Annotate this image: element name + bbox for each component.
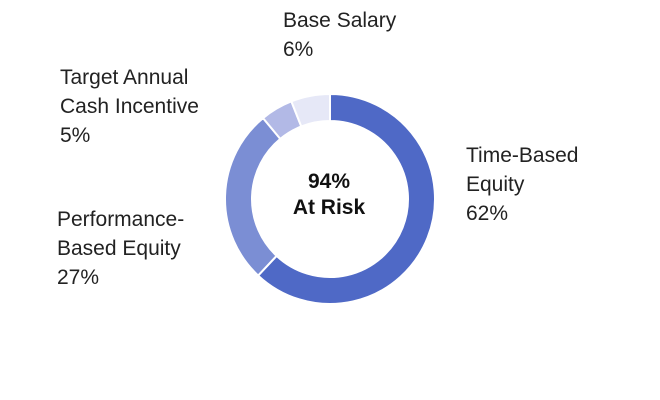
slice-base-salary xyxy=(290,92,331,128)
label-base-salary-value: 6% xyxy=(283,38,313,61)
label-target-annual-cash-incentive-value: 5% xyxy=(60,124,90,147)
label-target-annual-cash-incentive-line2: Cash Incentive xyxy=(60,95,199,118)
center-caption: At Risk xyxy=(293,196,366,219)
label-base-salary-line1: Base Salary xyxy=(283,9,397,32)
center-percentage: 94% xyxy=(308,170,350,193)
slice-time-based-equity xyxy=(256,92,436,305)
label-performance-based-equity-line2: Based Equity xyxy=(57,237,181,260)
label-performance-based-equity: Performance- Based Equity 27% xyxy=(57,208,184,289)
label-target-annual-cash-incentive: Target Annual Cash Incentive 5% xyxy=(60,66,199,147)
label-time-based-equity-value: 62% xyxy=(466,202,508,225)
label-time-based-equity-line1: Time-Based xyxy=(466,144,578,167)
slice-performance-based-equity xyxy=(224,116,282,277)
label-time-based-equity: Time-Based Equity 62% xyxy=(466,144,578,225)
label-performance-based-equity-line1: Performance- xyxy=(57,208,184,231)
label-base-salary: Base Salary 6% xyxy=(283,9,397,61)
label-time-based-equity-line2: Equity xyxy=(466,173,525,196)
label-performance-based-equity-value: 27% xyxy=(57,266,99,289)
donut-slices xyxy=(224,92,436,305)
label-target-annual-cash-incentive-line1: Target Annual xyxy=(60,66,188,89)
